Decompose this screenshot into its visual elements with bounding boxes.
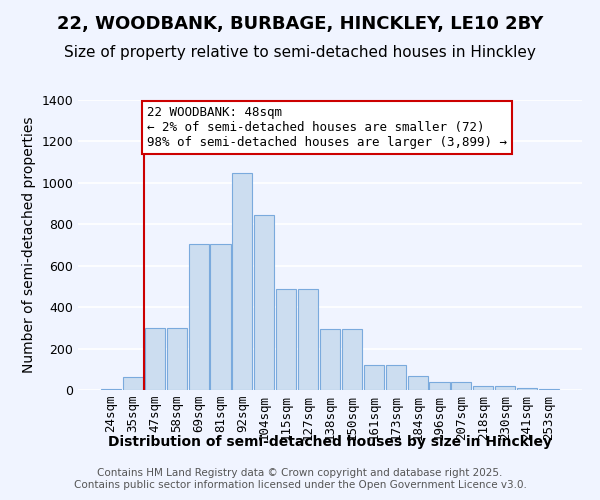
Bar — [276, 288, 296, 390]
Bar — [145, 328, 165, 390]
Text: 22 WOODBANK: 48sqm
← 2% of semi-detached houses are smaller (72)
98% of semi-det: 22 WOODBANK: 48sqm ← 2% of semi-detached… — [147, 106, 507, 149]
Bar — [517, 388, 537, 390]
Bar — [101, 389, 121, 390]
Bar — [123, 376, 143, 390]
Bar — [298, 288, 318, 390]
Bar — [407, 376, 428, 390]
Text: Distribution of semi-detached houses by size in Hinckley: Distribution of semi-detached houses by … — [108, 435, 552, 449]
Bar — [451, 382, 472, 390]
Bar — [473, 386, 493, 390]
Bar — [188, 244, 209, 390]
Bar — [320, 329, 340, 390]
Bar — [211, 244, 230, 390]
Bar — [495, 386, 515, 390]
Y-axis label: Number of semi-detached properties: Number of semi-detached properties — [22, 116, 36, 373]
Text: 22, WOODBANK, BURBAGE, HINCKLEY, LE10 2BY: 22, WOODBANK, BURBAGE, HINCKLEY, LE10 2B… — [57, 15, 543, 33]
Text: Size of property relative to semi-detached houses in Hinckley: Size of property relative to semi-detach… — [64, 45, 536, 60]
Bar — [386, 365, 406, 390]
Bar — [430, 382, 449, 390]
Text: Contains HM Land Registry data © Crown copyright and database right 2025.
Contai: Contains HM Land Registry data © Crown c… — [74, 468, 526, 490]
Bar — [254, 215, 274, 390]
Bar — [342, 329, 362, 390]
Bar — [539, 389, 559, 390]
Bar — [364, 365, 384, 390]
Bar — [167, 328, 187, 390]
Bar — [232, 172, 253, 390]
